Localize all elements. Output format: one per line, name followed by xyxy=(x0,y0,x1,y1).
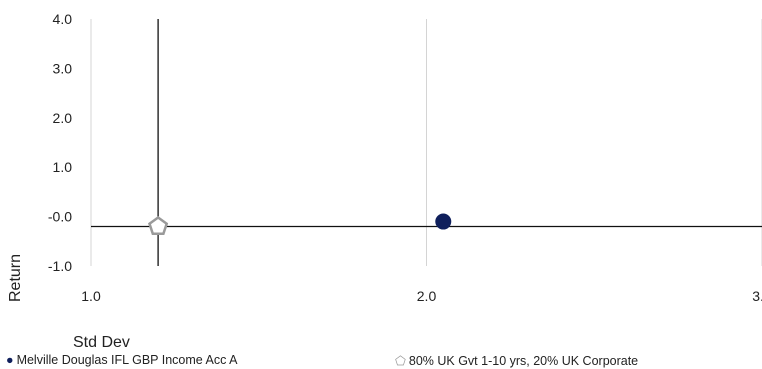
legend-pentagon-icon: ⬠ xyxy=(395,354,406,368)
x-axis-title: Std Dev xyxy=(73,334,130,351)
y-tick-label: -0.0 xyxy=(48,209,72,225)
y-tick-label: 3.0 xyxy=(53,60,73,76)
x-tick-label: 2.0 xyxy=(417,288,437,304)
x-tick-labels: 1.0 2.0 3.0 xyxy=(81,288,762,304)
y-tick-label: -1.0 xyxy=(48,258,72,274)
legend-label-benchmark: 80% UK Gvt 1-10 yrs, 20% UK Corporate xyxy=(408,354,639,368)
x-tick-label: 3.0 xyxy=(752,288,762,304)
gridlines xyxy=(90,19,762,266)
x-tick-label: 1.0 xyxy=(81,288,101,304)
y-tick-label: 1.0 xyxy=(53,159,73,175)
data-point-benchmark xyxy=(148,215,169,236)
y-tick-labels: 4.0 3.0 2.0 1.0 -0.0 -1.0 xyxy=(48,11,72,274)
legend-item-benchmark: ⬠ 80% UK Gvt 1-10 yrs, 20% UK Corporate xyxy=(395,353,638,368)
data-points xyxy=(148,213,452,236)
y-tick-label: 2.0 xyxy=(53,110,73,126)
data-point-fund xyxy=(435,213,452,230)
legend-item-fund: ● Melville Douglas IFL GBP Income Acc A xyxy=(6,353,238,367)
y-tick-label: 4.0 xyxy=(53,11,73,27)
legend-label-fund: Melville Douglas IFL GBP Income Acc A xyxy=(16,353,238,367)
legend-circle-icon: ● xyxy=(6,353,14,367)
y-axis-title: Return xyxy=(7,254,24,302)
